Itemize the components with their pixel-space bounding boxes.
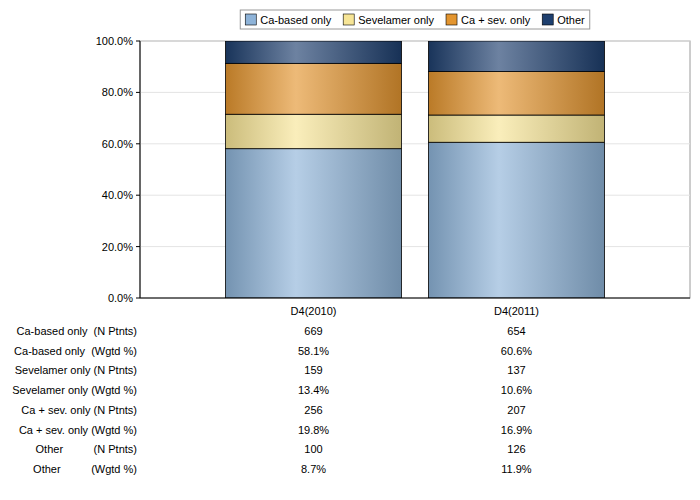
legend-swatch: [542, 14, 553, 25]
category-label: D4(2010): [291, 305, 337, 317]
table-cell: 10.6%: [501, 384, 532, 396]
grid-line: [140, 195, 690, 196]
tick-label: 20.0%: [102, 241, 133, 253]
bar-segment: [428, 115, 604, 142]
table-cell: 19.8%: [298, 424, 329, 436]
bar-segment: [226, 63, 402, 114]
tick-mark: [136, 92, 140, 93]
x-axis: [140, 298, 690, 299]
legend-box: [240, 10, 589, 29]
chart: 0.0% 20.0% 40.0% 60.0% 80.0% 100.0% D4(2010) D4…: [0, 0, 700, 500]
table-row-label: Sevelamer only (N Ptnts): [15, 364, 137, 376]
table-cell: 8.7%: [301, 463, 326, 475]
category-label: D4(2011): [494, 305, 539, 317]
table-row-label: Ca-based only (N Ptnts): [17, 325, 137, 337]
table-cell: 11.9%: [501, 463, 532, 475]
table-cell: 159: [304, 364, 322, 376]
table-cell: 16.9%: [501, 424, 532, 436]
bar-segment: [428, 142, 604, 298]
legend-label: Sevelamer only: [358, 14, 434, 26]
legend-label: Other: [557, 14, 585, 26]
table-cell: 60.6%: [501, 345, 532, 357]
legend-swatch: [245, 14, 256, 25]
tick-mark: [136, 41, 140, 42]
grid-line: [140, 298, 690, 299]
tick-label: 100.0%: [96, 35, 134, 47]
table-row-label: Other (N Ptnts): [36, 443, 137, 455]
legend-swatch: [343, 14, 354, 25]
table-cell: 256: [304, 404, 322, 416]
legend: Ca-based only Sevelamer only Ca + sev. onl…: [240, 10, 589, 29]
bars: [226, 41, 605, 298]
tick-label: 60.0%: [102, 138, 133, 150]
table-cell: 13.4%: [298, 384, 329, 396]
legend-label: Ca + sev. only: [461, 14, 531, 26]
bar-segment: [226, 149, 402, 298]
table-cell: 137: [507, 364, 525, 376]
table-cell: 654: [507, 325, 525, 337]
table-row-label: Ca + sev. only (Wgtd %): [19, 424, 137, 436]
tick-label: 0.0%: [108, 292, 133, 304]
bar-segment: [428, 72, 604, 115]
legend-label: Ca-based only: [260, 14, 331, 26]
grid-line: [140, 41, 690, 42]
table-row-label: Ca + sev. only (N Ptnts): [21, 404, 137, 416]
plot-frame: [140, 41, 690, 298]
tick-mark: [136, 195, 140, 196]
tick-label: 40.0%: [102, 189, 133, 201]
bar-segment: [428, 41, 604, 72]
y-axis: [140, 41, 141, 298]
bar-segment: [226, 41, 402, 63]
legend-swatch: [446, 14, 457, 25]
tick-mark: [136, 143, 140, 144]
grid-line: [140, 143, 690, 144]
table-cell: 58.1%: [298, 345, 329, 357]
table-cell: 669: [304, 325, 322, 337]
table-row-label: Other (Wgtd %): [33, 463, 137, 475]
tick-label: 80.0%: [102, 86, 133, 98]
bar-segment: [226, 114, 402, 148]
table-cell: 126: [507, 443, 525, 455]
grid-line: [140, 246, 690, 247]
table-cell: 207: [507, 404, 525, 416]
table-row-label: Ca-based only (Wgtd %): [14, 345, 137, 357]
grid-line: [140, 92, 690, 93]
table-cell: 100: [304, 443, 322, 455]
tick-mark: [136, 298, 140, 299]
tick-mark: [136, 246, 140, 247]
table-row-label: Sevelamer only (Wgtd %): [12, 384, 137, 396]
